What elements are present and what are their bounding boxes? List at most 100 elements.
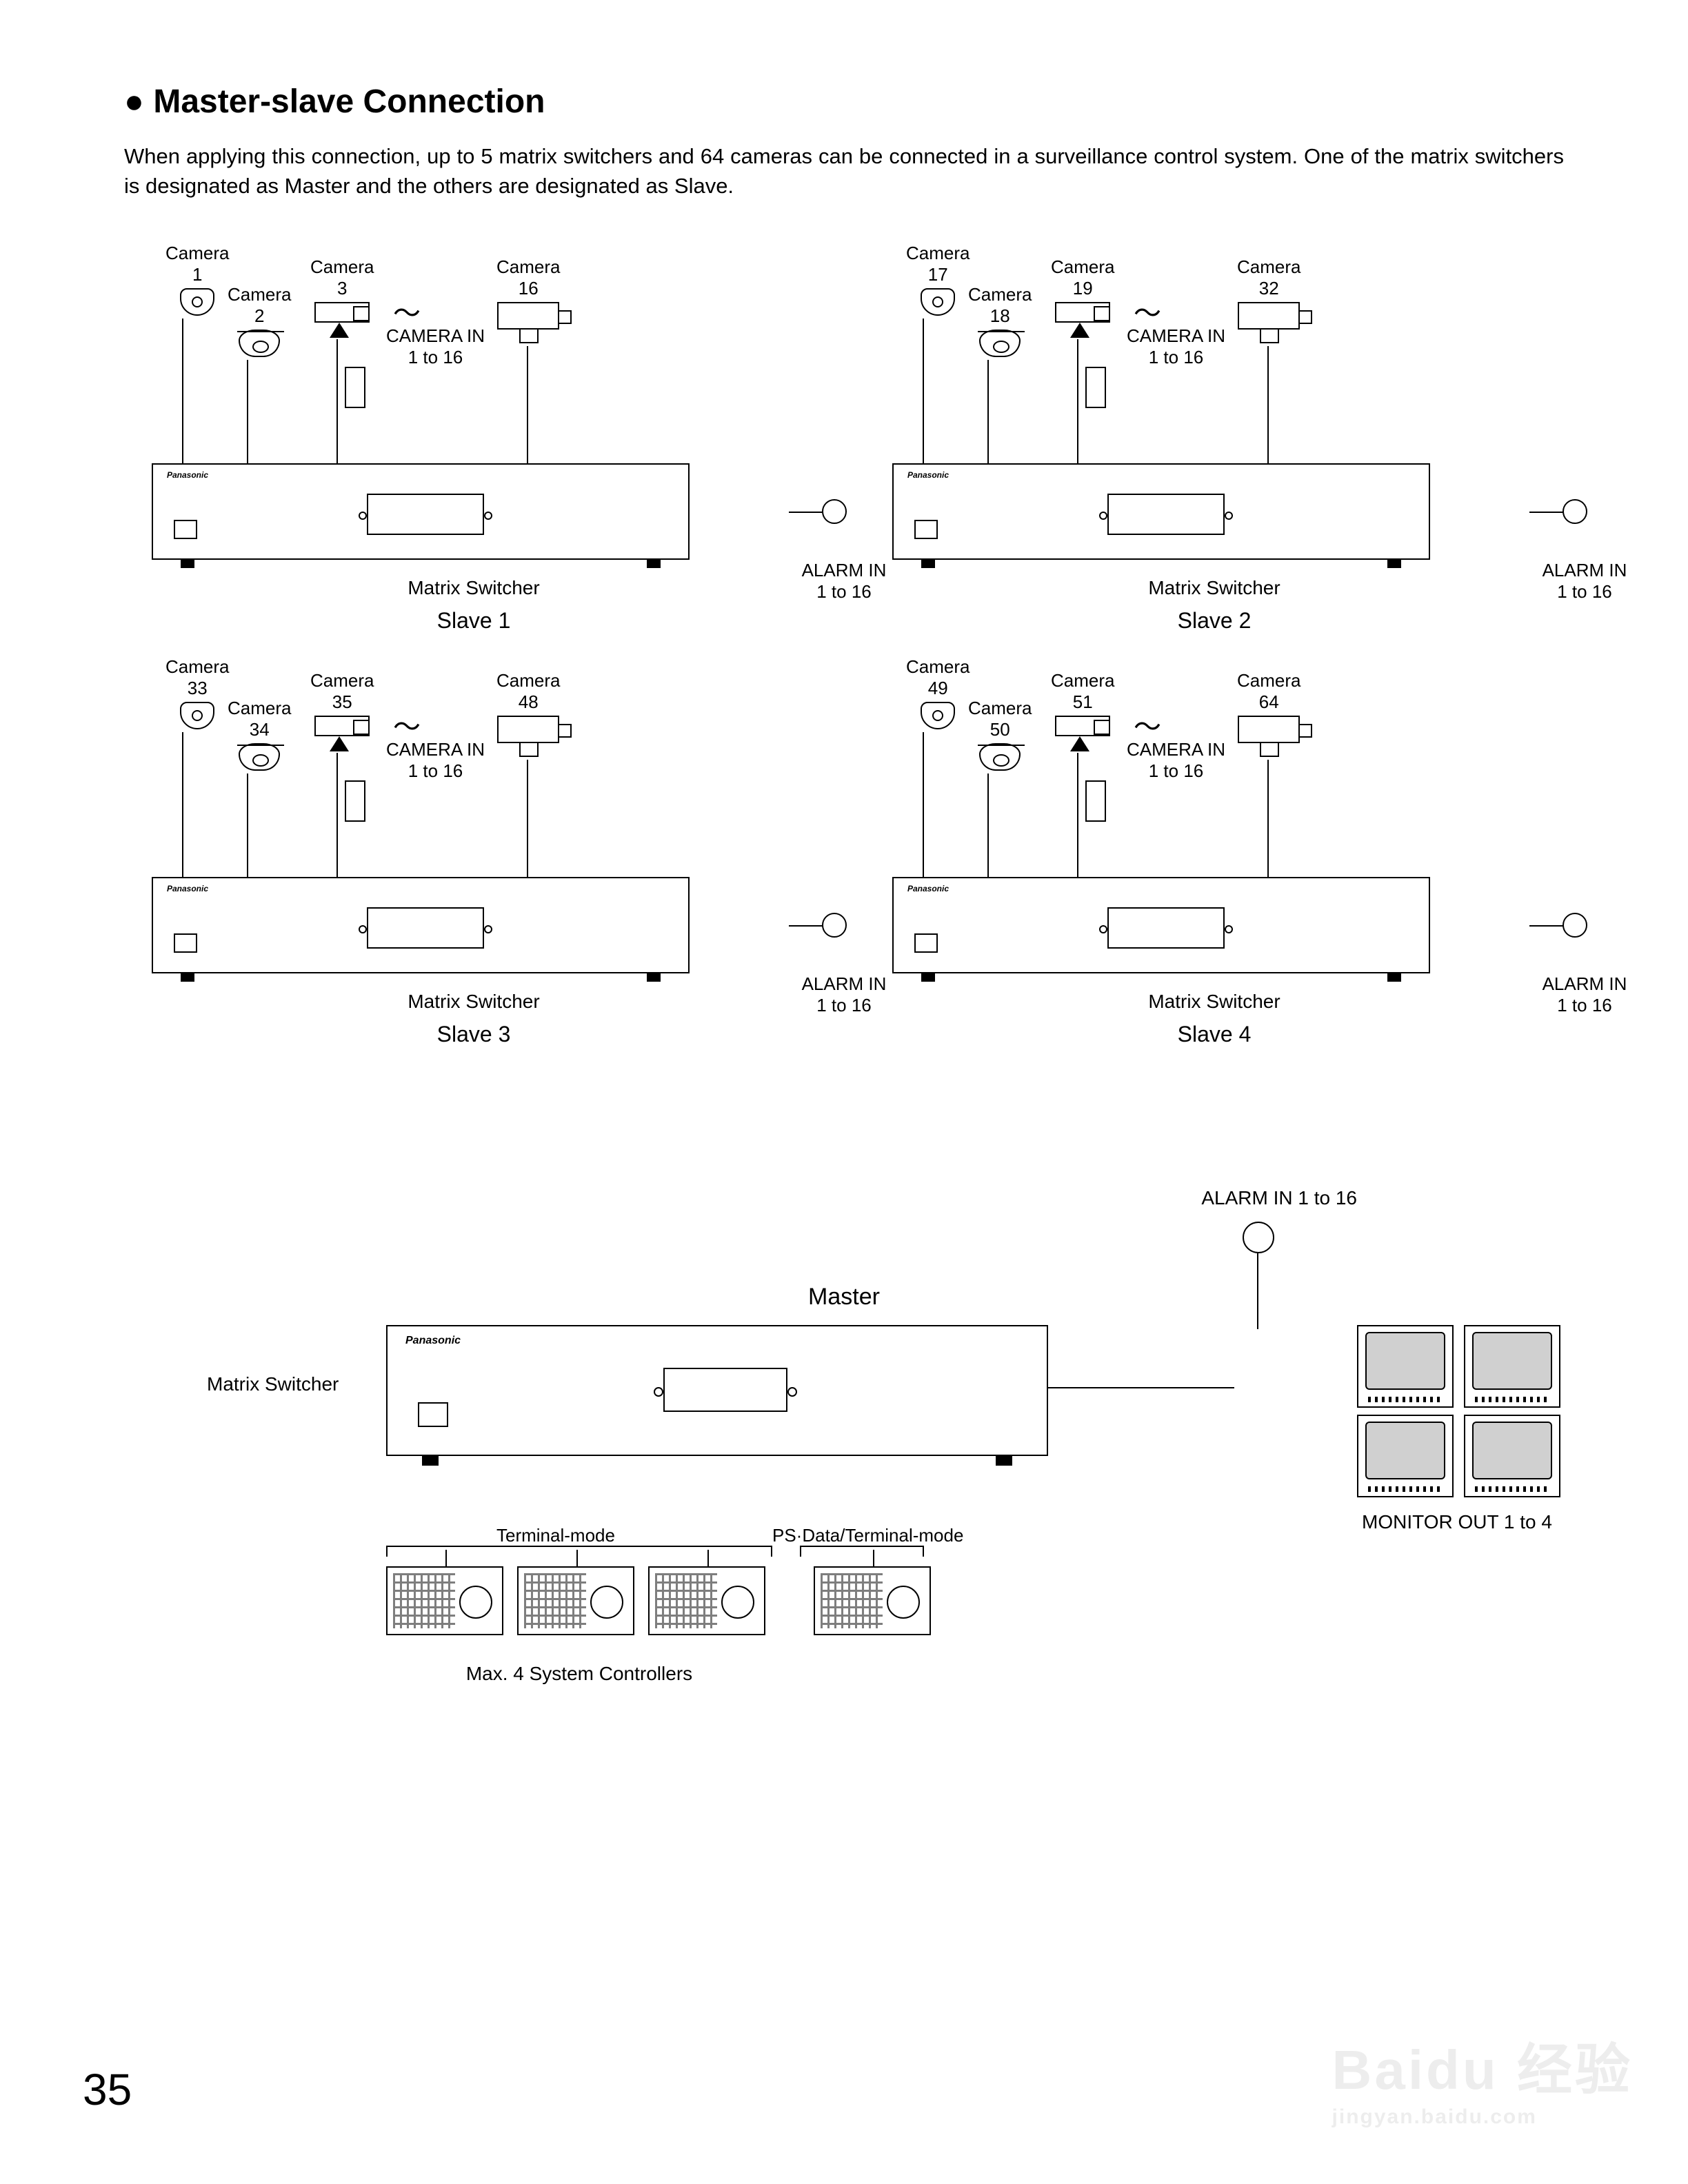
controllers-row (386, 1566, 931, 1635)
watermark-sub: jingyan.baidu.com (1332, 2105, 1633, 2129)
camera-prefix: Camera (906, 656, 969, 677)
camera-number: 2 (228, 305, 291, 327)
matrix-switcher-label: Matrix Switcher (124, 991, 823, 1013)
camera-in-label: CAMERA IN1 to 16 (1127, 739, 1225, 782)
connector-line (873, 1550, 874, 1566)
switcher-slot-icon (418, 1402, 448, 1427)
bracket-icon (386, 1546, 772, 1557)
camera-in-label: CAMERA IN1 to 16 (386, 325, 485, 368)
dome-camera-icon (979, 330, 1021, 357)
brand-label: Panasonic (167, 470, 208, 480)
camera-17: Camera 17 (906, 243, 969, 316)
connector-line (1267, 760, 1269, 877)
connector-line (1529, 925, 1564, 927)
camera-number: 35 (310, 691, 374, 713)
power-supply-icon (1085, 367, 1106, 408)
camera-row: Camera 33 Camera 34 Camera 35 (165, 656, 782, 836)
camera-prefix: Camera (968, 284, 1032, 305)
camera-19: Camera 19 (1051, 256, 1114, 323)
camera-number: 16 (496, 278, 560, 299)
matrix-switcher-label: Matrix Switcher (124, 577, 823, 599)
matrix-switcher-label: Matrix Switcher (207, 1373, 339, 1395)
camera-18: Camera 18 (968, 284, 1032, 357)
switcher-slot-icon (914, 520, 938, 539)
box-camera-icon (314, 302, 370, 323)
alarm-node-icon (1243, 1222, 1274, 1253)
connector-line (1077, 753, 1078, 877)
connector-line (336, 753, 338, 877)
connector-line (789, 925, 823, 927)
camera-row: Camera 49 Camera 50 Camera 51 (906, 656, 1523, 836)
matrix-switcher-label: Matrix Switcher (865, 577, 1564, 599)
switcher-slot-icon (174, 933, 197, 953)
connector-line (445, 1550, 447, 1566)
master-label: Master (124, 1284, 1564, 1311)
alarm-node-icon (1563, 499, 1587, 524)
dome-camera-icon (239, 743, 280, 771)
box-camera-icon (314, 716, 370, 736)
connector-line (987, 774, 989, 877)
connector-line (247, 774, 248, 877)
connector-line (923, 732, 924, 877)
camera-prefix: Camera (1051, 256, 1114, 277)
connector-line (576, 1550, 578, 1566)
slave-name: Slave 4 (865, 1022, 1564, 1047)
alarm-node-icon (1563, 913, 1587, 938)
page: ● Master-slave Connection When applying … (0, 0, 1688, 2184)
slave-name: Slave 3 (124, 1022, 823, 1047)
switcher-slot-icon (914, 933, 938, 953)
camera-prefix: Camera (228, 698, 291, 718)
dome-camera-icon (979, 743, 1021, 771)
camera-number: 48 (496, 691, 560, 713)
slave-block-4: Camera 49 Camera 50 Camera 51 (865, 656, 1564, 1056)
camera-prefix: Camera (310, 670, 374, 691)
section-heading: ● Master-slave Connection (124, 83, 1564, 121)
connector-line (1529, 512, 1564, 513)
connector-line (1048, 1387, 1234, 1388)
connector-line (182, 732, 183, 877)
system-controller-icon (814, 1566, 931, 1635)
box-camera-icon (497, 302, 559, 330)
dome-camera-icon (921, 288, 955, 316)
dome-camera-icon (180, 702, 214, 729)
camera-prefix: Camera (165, 243, 229, 263)
matrix-switcher-box: Panasonic (152, 463, 690, 560)
max-controllers-label: Max. 4 System Controllers (386, 1663, 772, 1685)
connector-line (336, 339, 338, 463)
power-supply-icon (345, 780, 365, 822)
monitor-icon (1357, 1325, 1454, 1408)
camera-1: Camera 1 (165, 243, 229, 316)
watermark-main: Baidu 经验 (1332, 2039, 1633, 2101)
box-camera-icon (1238, 302, 1300, 330)
camera-row: Camera 1 Camera 2 Camera 3 (165, 243, 782, 422)
alarm-node-icon (822, 499, 847, 524)
camera-number: 64 (1237, 691, 1300, 713)
dome-camera-icon (180, 288, 214, 316)
matrix-switcher-box: Panasonic (892, 877, 1430, 973)
camera-in-label: CAMERA IN1 to 16 (1127, 325, 1225, 368)
master-alarm-in-label: ALARM IN 1 to 16 (1201, 1187, 1357, 1209)
camera-prefix: Camera (906, 243, 969, 263)
monitor-icon (1464, 1325, 1560, 1408)
watermark: Baidu 经验 jingyan.baidu.com (1332, 2025, 1633, 2129)
box-camera-icon (497, 716, 559, 743)
connector-line (987, 360, 989, 463)
camera-33: Camera 33 (165, 656, 229, 729)
psdata-mode-label: PS·Data/Terminal-mode (772, 1525, 963, 1546)
switcher-panel-icon (663, 1368, 787, 1412)
slave-block-3: Camera 33 Camera 34 Camera 35 (124, 656, 823, 1056)
camera-prefix: Camera (496, 670, 560, 691)
camera-number: 49 (906, 678, 969, 699)
monitor-icon (1464, 1415, 1560, 1497)
matrix-switcher-box: Panasonic (152, 877, 690, 973)
intro-text: When applying this connection, up to 5 m… (124, 141, 1564, 201)
camera-prefix: Camera (496, 256, 560, 277)
slave-name: Slave 2 (865, 608, 1564, 634)
connector-line (923, 318, 924, 463)
camera-prefix: Camera (310, 256, 374, 277)
connector-line (789, 512, 823, 513)
box-camera-icon (1238, 716, 1300, 743)
camera-prefix: Camera (228, 284, 291, 305)
camera-50: Camera 50 (968, 698, 1032, 771)
camera-number: 3 (310, 278, 374, 299)
